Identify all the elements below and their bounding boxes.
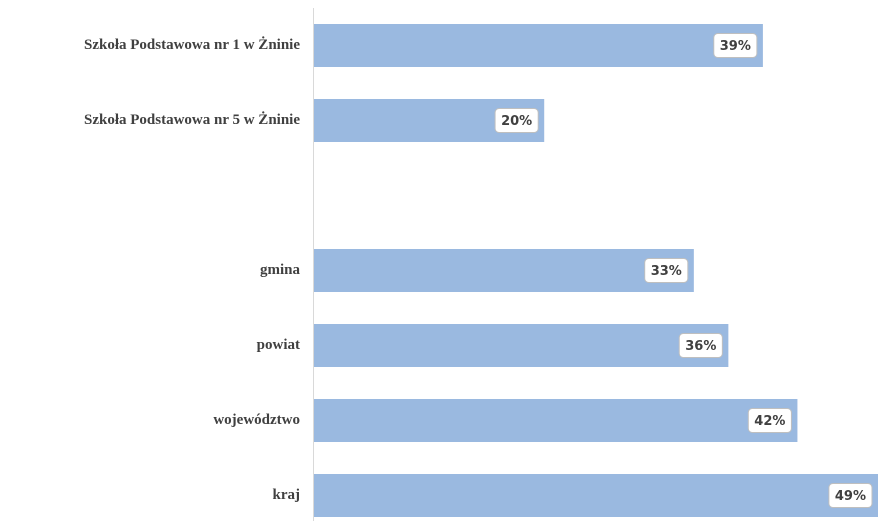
data-label: 36%: [685, 339, 716, 354]
y-tick-label: województwo: [213, 412, 300, 428]
data-label: 20%: [501, 114, 532, 129]
data-label: 39%: [720, 39, 751, 54]
y-tick-label: gmina: [260, 262, 301, 278]
y-tick-label: powiat: [257, 337, 300, 353]
data-label: 42%: [754, 414, 785, 429]
bar: [314, 474, 878, 517]
data-label: 33%: [651, 264, 682, 279]
bar: [314, 24, 763, 67]
data-label-box: [747, 408, 792, 433]
data-label: 49%: [835, 489, 866, 504]
y-tick-label: Szkoła Podstawowa nr 1 w Żninie: [84, 36, 300, 53]
data-label-box: [713, 33, 758, 58]
bar: [314, 399, 798, 442]
y-tick-label: kraj: [273, 487, 301, 503]
bar: [314, 249, 694, 292]
y-tick-label: Szkoła Podstawowa nr 5 w Żninie: [84, 111, 300, 128]
data-label-box: [828, 483, 873, 508]
data-label-box: [494, 108, 539, 133]
bar: [314, 324, 729, 367]
data-label-box: [678, 333, 723, 358]
data-label-box: [644, 258, 689, 283]
